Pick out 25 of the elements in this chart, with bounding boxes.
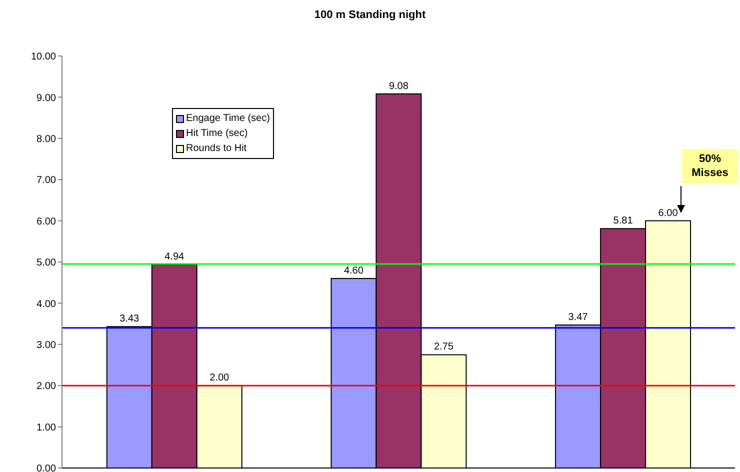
- chart-title: 100 m Standing night: [313, 9, 427, 21]
- y-tick-label: 3.00: [36, 340, 56, 351]
- annotation: 50% Misses: [682, 149, 738, 183]
- y-tick-label: 2.00: [36, 381, 56, 392]
- y-tick-label: 6.00: [36, 216, 56, 228]
- y-tick-label: 1.00: [36, 422, 56, 434]
- data-label: 4.60: [344, 265, 364, 276]
- y-tick-label: 0.00: [36, 464, 56, 472]
- y-tick-label: 8.00: [36, 134, 56, 145]
- y-tick-label: 5.00: [36, 258, 56, 269]
- y-tick-label: 7.00: [36, 175, 56, 186]
- data-label: 3.43: [120, 314, 140, 325]
- y-tick-label: 10.00: [30, 52, 56, 63]
- data-label: 2.75: [434, 342, 454, 353]
- legend-label: Rounds to Hit: [185, 142, 248, 156]
- data-label: 4.94: [164, 251, 185, 262]
- y-tick-label: 4.00: [36, 298, 56, 310]
- data-label: 6.00: [658, 208, 678, 219]
- data-label: 3.47: [568, 312, 588, 324]
- legend-label: Hit Time (sec): [185, 127, 249, 141]
- y-tick-label: 9.00: [36, 92, 56, 104]
- data-label: 9.08: [388, 80, 409, 92]
- data-label: 2.00: [210, 372, 230, 384]
- legend-label: Engage Time (sec): [185, 112, 270, 126]
- data-label: 5.81: [613, 216, 634, 227]
